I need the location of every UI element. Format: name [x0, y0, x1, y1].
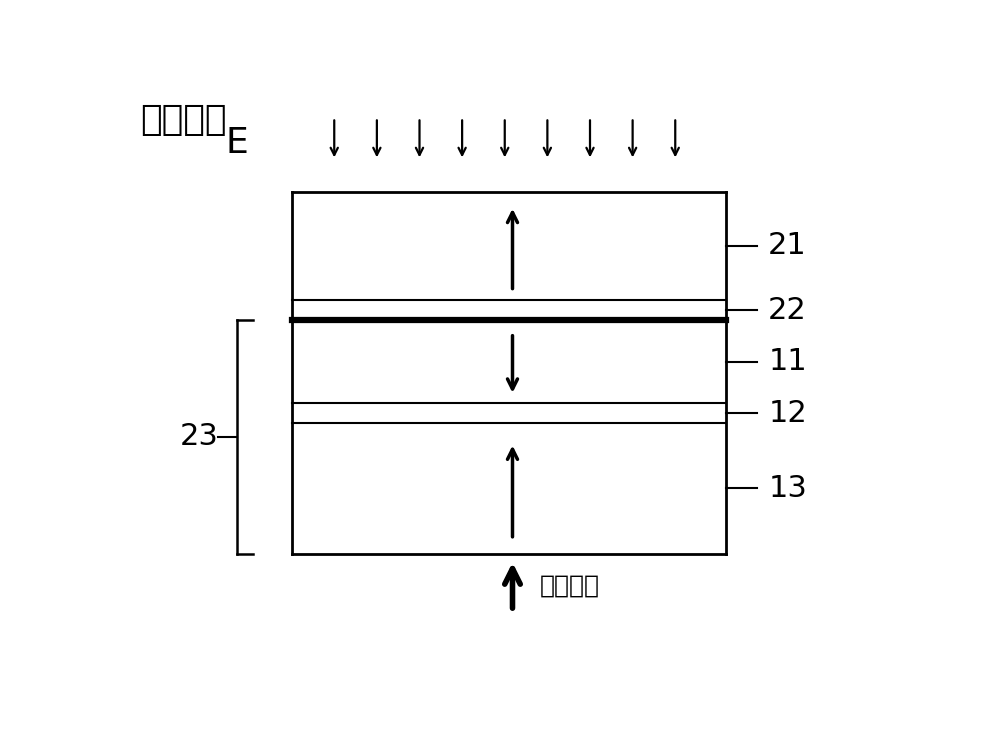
Text: 写入数据: 写入数据: [140, 103, 227, 137]
Text: E: E: [226, 126, 248, 160]
Text: 11: 11: [768, 347, 807, 376]
Text: 22: 22: [768, 296, 807, 325]
Text: 电流方向: 电流方向: [540, 574, 600, 597]
Text: 13: 13: [768, 473, 807, 503]
Text: 21: 21: [768, 231, 807, 260]
Text: 12: 12: [768, 399, 807, 428]
Text: 23: 23: [179, 422, 218, 451]
